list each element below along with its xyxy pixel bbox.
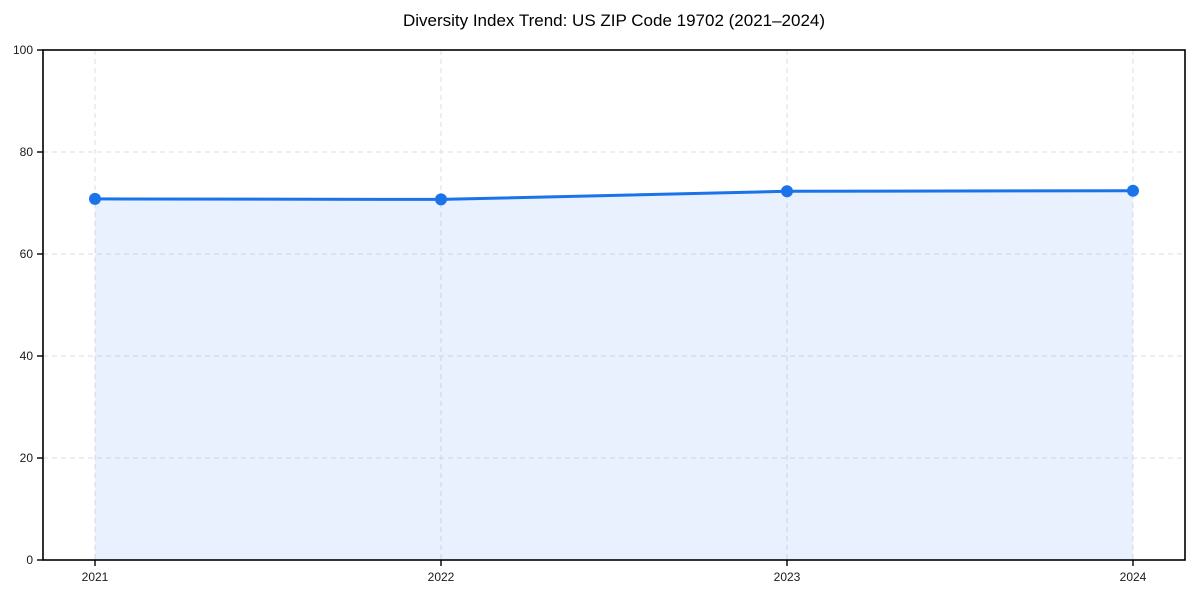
plot-border [42,49,1186,561]
x-tick-label: 2021 [82,570,109,584]
y-tick-label: 60 [20,247,34,261]
x-tick-label: 2023 [774,570,801,584]
data-point-2021 [89,192,101,205]
data-point-2022 [435,193,447,206]
chart-title: Diversity Index Trend: US ZIP Code 19702… [402,11,826,30]
trend-line [93,189,1135,201]
y-tick-label: 20 [20,451,34,465]
y-tick-label: 0 [26,553,33,567]
data-point-2023 [781,185,793,198]
x-tick-label: 2024 [1120,570,1147,584]
area-fill [95,190,1133,560]
y-tick-label: 80 [20,145,34,159]
y-tick-label: 100 [13,43,33,57]
x-tick-label: 2022 [428,570,455,584]
y-tick-label: 40 [20,349,34,363]
data-point-2024 [1127,184,1139,197]
